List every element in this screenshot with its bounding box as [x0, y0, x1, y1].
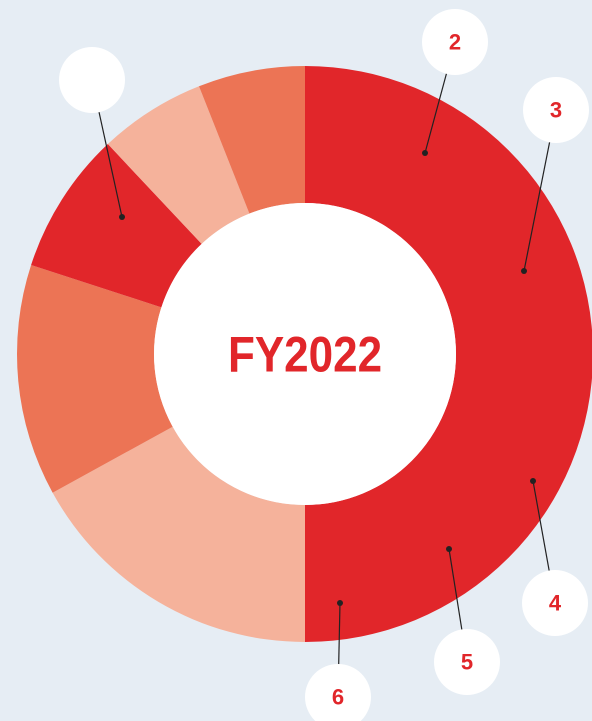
callout-bubble: [434, 629, 500, 695]
donut-segment: [305, 66, 592, 642]
callout-dot: [521, 268, 527, 274]
donut-segment: [107, 86, 250, 244]
callout-bubble: [59, 47, 125, 113]
callout-bubble: [422, 9, 488, 75]
callout-dot: [337, 600, 343, 606]
center-label: FY2022: [228, 326, 382, 382]
donut-segment: [31, 144, 202, 308]
callout-label: 5: [461, 650, 473, 675]
callout-bubble: [522, 570, 588, 636]
callout-label: 2: [449, 30, 461, 55]
donut-segment: [17, 265, 173, 493]
callout-bubble: [523, 77, 589, 143]
donut-segment: [52, 426, 306, 642]
callout-label: 6: [332, 685, 344, 710]
donut-segment: [198, 66, 305, 214]
callout-dot: [422, 150, 428, 156]
callout-dot: [446, 546, 452, 552]
callout-label: 4: [549, 591, 562, 616]
callout-dot: [530, 478, 536, 484]
callout-dot: [119, 214, 125, 220]
donut-hole: [154, 203, 456, 505]
callout-bubble: [305, 664, 371, 721]
callout-label: 3: [550, 98, 562, 123]
